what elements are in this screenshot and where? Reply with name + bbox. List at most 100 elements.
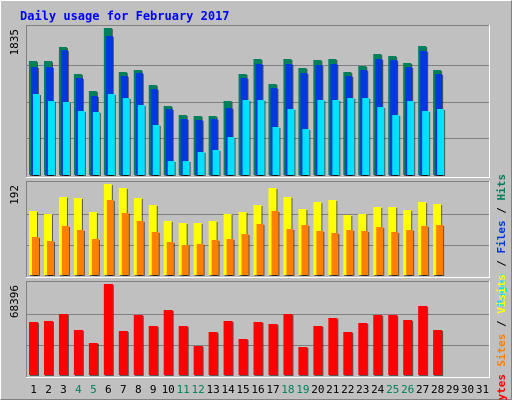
bar-kbytes-day-13 <box>208 332 218 375</box>
bar-sites-day-28 <box>436 225 444 275</box>
bar-sites-day-18 <box>286 229 294 275</box>
bar-kbytes-day-23 <box>358 323 368 375</box>
bar-kbytes-day-14 <box>223 321 233 375</box>
x-tick-label-day-29: 29 <box>446 383 459 396</box>
x-tick-label-day-3: 3 <box>60 383 67 396</box>
x-tick-label-day-6: 6 <box>105 383 112 396</box>
bar-pages-day-22 <box>347 98 355 175</box>
bar-pages-day-20 <box>317 100 325 175</box>
bar-pages-day-3 <box>62 102 70 175</box>
bar-sites-day-3 <box>61 226 69 275</box>
bar-kbytes-day-19 <box>298 347 308 375</box>
bar-pages-day-2 <box>47 101 55 175</box>
bar-pages-day-8 <box>137 105 145 175</box>
x-tick-label-day-9: 9 <box>150 383 157 396</box>
bar-kbytes-day-20 <box>313 326 323 375</box>
x-tick-label-day-21: 21 <box>326 383 339 396</box>
panel-kbytes-legend: KBytes <box>495 374 508 400</box>
bar-kbytes-day-7 <box>118 331 128 375</box>
x-tick-label-day-8: 8 <box>135 383 142 396</box>
bar-sites-day-6 <box>106 200 114 275</box>
bar-pages-day-17 <box>272 127 280 175</box>
bar-kbytes-day-12 <box>193 346 203 375</box>
bar-sites-day-19 <box>301 225 309 275</box>
bar-kbytes-day-27 <box>418 306 428 375</box>
bar-kbytes-day-17 <box>268 324 278 375</box>
x-tick-label-day-13: 13 <box>206 383 219 396</box>
bar-pages-day-9 <box>152 125 160 175</box>
x-tick-label-day-10: 10 <box>162 383 175 396</box>
x-tick-label-day-25: 25 <box>386 383 399 396</box>
bar-pages-day-26 <box>407 101 415 175</box>
bar-sites-day-21 <box>331 233 339 275</box>
bar-pages-day-11 <box>182 161 190 175</box>
bar-sites-day-11 <box>181 245 189 275</box>
bar-sites-day-27 <box>421 226 429 275</box>
bar-pages-day-12 <box>197 152 205 175</box>
bar-kbytes-day-10 <box>163 310 173 375</box>
bar-sites-day-20 <box>316 231 324 275</box>
legend-separator: / <box>495 314 508 334</box>
bar-pages-day-27 <box>422 111 430 175</box>
x-tick-label-day-20: 20 <box>311 383 324 396</box>
bar-kbytes-day-15 <box>238 339 248 375</box>
x-tick-label-day-31: 31 <box>476 383 489 396</box>
bar-pages-day-18 <box>287 109 295 175</box>
bar-kbytes-day-18 <box>283 314 293 375</box>
bar-sites-day-8 <box>136 221 144 275</box>
bar-sites-day-7 <box>121 213 129 275</box>
bar-pages-day-28 <box>437 109 445 175</box>
bar-kbytes-day-8 <box>133 315 143 375</box>
bar-kbytes-day-24 <box>373 315 383 375</box>
legend-files: Files <box>495 220 508 253</box>
x-tick-label-day-4: 4 <box>75 383 82 396</box>
bar-sites-day-15 <box>241 234 249 275</box>
bar-sites-day-26 <box>406 230 414 275</box>
x-tick-label-day-2: 2 <box>45 383 52 396</box>
x-tick-label-day-18: 18 <box>281 383 294 396</box>
x-tick-label-day-7: 7 <box>120 383 127 396</box>
bar-pages-day-1 <box>33 94 40 175</box>
bar-files-day-11 <box>180 119 188 175</box>
bar-sites-day-25 <box>391 232 399 275</box>
x-tick-label-day-22: 22 <box>341 383 354 396</box>
bar-kbytes-day-2 <box>43 321 53 375</box>
legend-separator: / <box>495 201 508 221</box>
bar-files-day-12 <box>195 120 203 175</box>
bar-sites-day-4 <box>76 230 84 275</box>
bar-files-day-10 <box>165 109 173 175</box>
x-tick-label-day-24: 24 <box>371 383 385 396</box>
bar-pages-day-25 <box>392 115 400 175</box>
bar-kbytes-day-6 <box>103 284 113 375</box>
bar-pages-day-14 <box>227 137 235 175</box>
legend-sites: Sites <box>495 334 508 367</box>
panel-usage-legend: Pages / Files / Hits <box>495 174 508 307</box>
bar-kbytes-day-25 <box>388 315 398 375</box>
bar-pages-day-16 <box>257 100 265 175</box>
panel-visitors-legend: Sites / Visits <box>495 274 508 367</box>
bar-kbytes-day-26 <box>403 320 413 375</box>
x-tick-label-day-19: 19 <box>296 383 309 396</box>
bar-kbytes-day-3 <box>58 314 68 375</box>
bar-pages-day-21 <box>332 100 340 175</box>
bar-kbytes-day-16 <box>253 322 263 375</box>
bar-pages-day-23 <box>362 98 370 175</box>
bar-kbytes-day-22 <box>343 332 353 375</box>
bar-sites-day-22 <box>346 230 354 275</box>
bar-files-day-19 <box>300 73 308 175</box>
legend-separator: / <box>495 254 508 274</box>
legend-pages: Pages <box>495 273 508 306</box>
bar-sites-day-14 <box>226 239 234 275</box>
bar-pages-day-15 <box>242 100 250 175</box>
bar-kbytes-day-11 <box>178 326 188 375</box>
bar-pages-day-7 <box>122 98 130 175</box>
bar-kbytes-day-21 <box>328 318 338 375</box>
bar-kbytes-day-5 <box>88 343 98 375</box>
bar-sites-day-13 <box>211 240 219 275</box>
x-tick-label-day-27: 27 <box>416 383 429 396</box>
panel-kbytes-max-label: 68396 <box>8 285 21 318</box>
bar-kbytes-day-9 <box>148 326 158 375</box>
bar-kbytes-day-4 <box>73 330 83 375</box>
